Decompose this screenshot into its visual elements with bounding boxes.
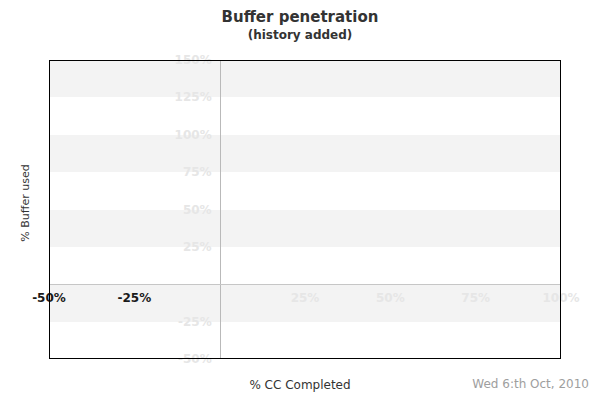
plot-band-gray [49,210,561,247]
y-tick-label: 100% [152,128,212,142]
y-tick-label: -25% [152,315,212,329]
plot-area: 150%125%100%75%50%25%-25%-50%-50%-25%25%… [49,60,561,359]
y-tick-label: 150% [152,53,212,67]
y-axis-line [220,60,221,359]
plot-band-white [49,247,561,284]
y-axis-title: % Buffer used [19,164,32,241]
chart-subtitle: (history added) [0,28,600,42]
y-tick-label: -50% [152,352,212,366]
chart-title: Buffer penetration [0,8,600,26]
x-tick-label: 100% [529,291,593,305]
x-tick-label: -50% [17,291,81,305]
y-tick-label: 75% [152,165,212,179]
plot-band-white [49,322,561,359]
plot-band-white [49,97,561,134]
x-tick-label: -25% [102,291,166,305]
x-axis-line [49,284,561,285]
plot-band-white [49,172,561,209]
date-label: Wed 6:th Oct, 2010 [472,377,589,391]
x-tick-label: 25% [273,291,337,305]
plot-band-gray [49,60,561,97]
y-tick-label: 25% [152,240,212,254]
y-tick-label: 125% [152,90,212,104]
y-tick-label: 50% [152,203,212,217]
x-tick-label: 50% [358,291,422,305]
x-tick-label: 75% [444,291,508,305]
chart-canvas: Buffer penetration (history added) % Buf… [0,0,600,400]
plot-band-gray [49,135,561,172]
